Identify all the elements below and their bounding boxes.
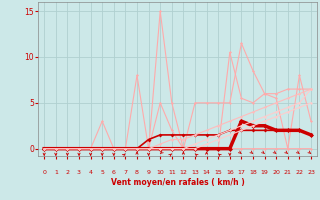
X-axis label: Vent moyen/en rafales ( km/h ): Vent moyen/en rafales ( km/h ) — [111, 178, 244, 187]
